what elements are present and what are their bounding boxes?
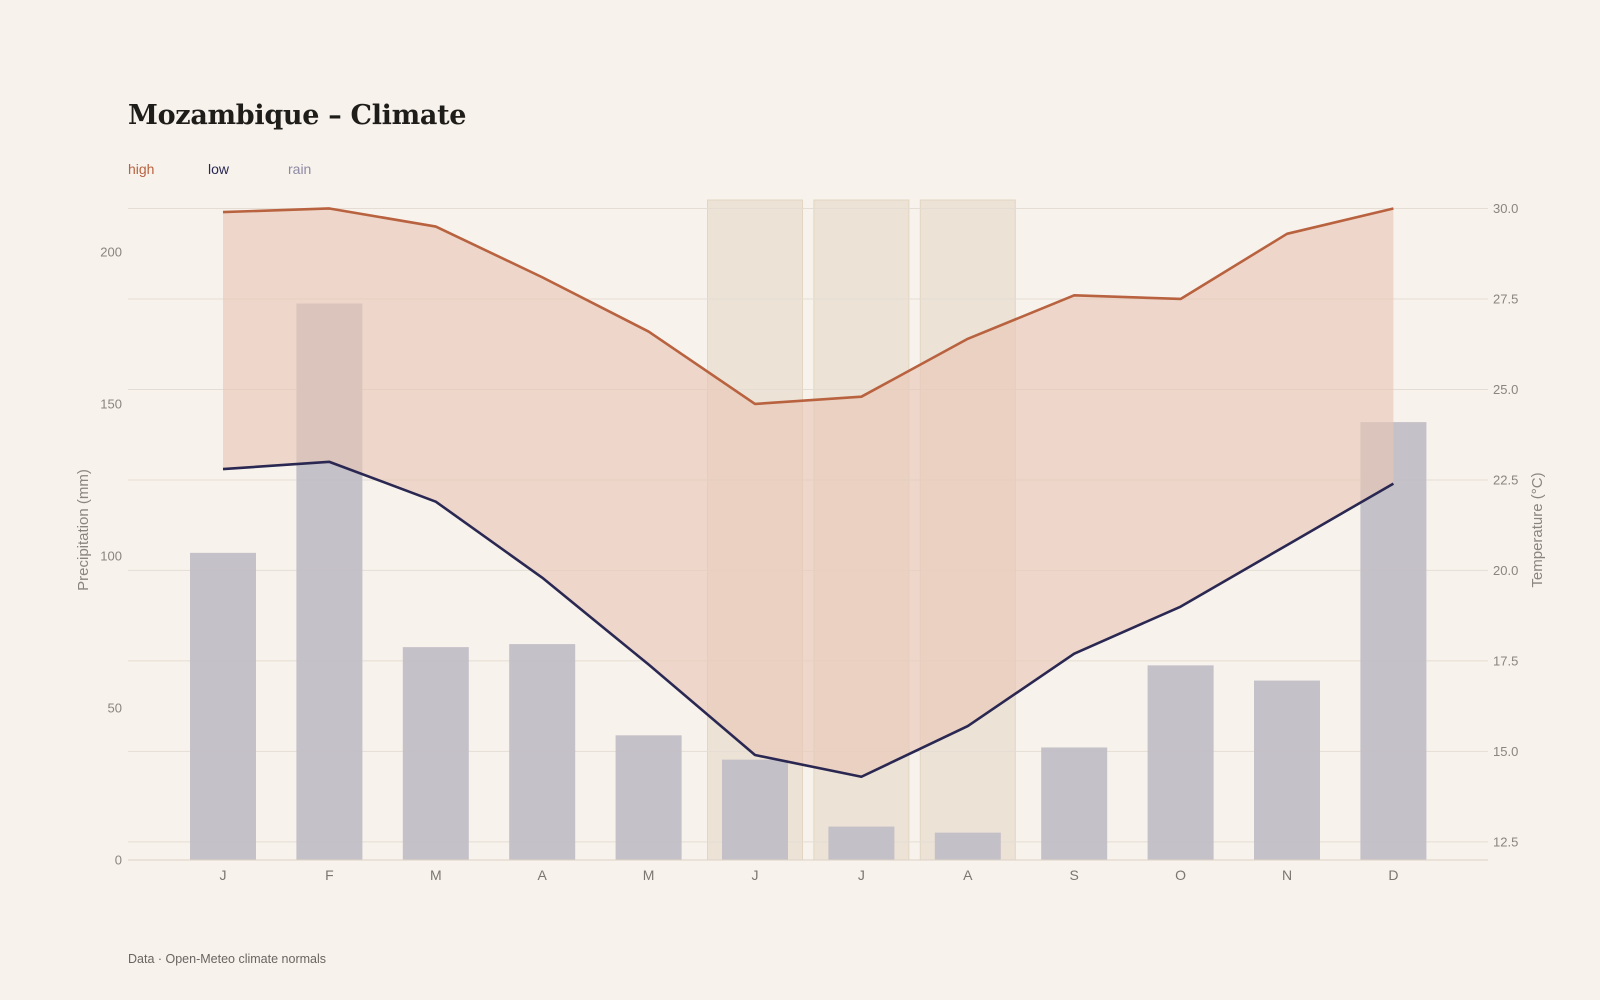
y-right-tick-label: 30.0 <box>1493 201 1518 216</box>
x-tick-label: N <box>1282 867 1292 883</box>
y-right-axis-title: Temperature (°C) <box>1529 472 1546 587</box>
temperature-band-layer <box>223 208 1394 777</box>
rain-bar-M <box>402 647 469 860</box>
y-left-tick-label: 150 <box>100 396 122 411</box>
y-left-tick-label: 100 <box>100 548 122 563</box>
y-right-tick-label: 22.5 <box>1493 472 1518 487</box>
low-line <box>222 460 1395 779</box>
temperature-band <box>223 208 1394 777</box>
x-tick-label: M <box>430 867 442 883</box>
y-right-tick-label: 17.5 <box>1493 653 1518 668</box>
x-tick-label: O <box>1175 867 1186 883</box>
x-tick-label: S <box>1070 867 1079 883</box>
x-tick-label: D <box>1388 867 1398 883</box>
x-tick-label: J <box>752 867 759 883</box>
x-tick-label: J <box>858 867 865 883</box>
rain-bar-S <box>1041 747 1108 860</box>
rain-bar-J <box>190 552 256 860</box>
chart-title: Mozambique – Climate <box>128 100 467 131</box>
rain-bar-J <box>722 759 788 860</box>
legend-low: low <box>208 161 230 177</box>
temperature-lines <box>222 207 1395 779</box>
legend-rain: rain <box>288 161 312 177</box>
rain-bar-J <box>828 826 895 860</box>
rain-bar-A <box>509 644 576 860</box>
rain-bar-M <box>615 735 682 860</box>
source-note: Data · Open-Meteo climate normals <box>128 952 326 966</box>
y-left-axis-title: Precipitation (mm) <box>75 469 92 591</box>
x-tick-label: A <box>963 867 973 883</box>
y-right-tick-label: 27.5 <box>1493 291 1518 306</box>
rain-bar-A <box>934 832 1001 860</box>
y-right-tick-label: 20.0 <box>1493 563 1518 578</box>
axes-layer: J F M A M J J A S O N D 0 50 100 150 200 12.5 15.0 17.5 20.0… <box>75 201 1546 883</box>
rain-bar-N <box>1254 680 1320 860</box>
x-tick-label: A <box>538 867 548 883</box>
rain-bars <box>190 303 1427 860</box>
y-right-tick-label: 15.0 <box>1493 744 1518 759</box>
y-left-tick-label: 0 <box>115 853 122 868</box>
y-right-tick-label: 25.0 <box>1493 382 1518 397</box>
x-tick-label: M <box>643 867 655 883</box>
legend-high: high <box>128 161 155 177</box>
x-tick-label: J <box>220 867 227 883</box>
y-left-tick-label: 200 <box>100 244 122 259</box>
y-right-tick-label: 12.5 <box>1493 834 1518 849</box>
high-line <box>222 207 1394 406</box>
rain-bar-O <box>1147 665 1214 860</box>
y-left-tick-label: 50 <box>108 700 122 715</box>
x-tick-label: F <box>325 867 334 883</box>
